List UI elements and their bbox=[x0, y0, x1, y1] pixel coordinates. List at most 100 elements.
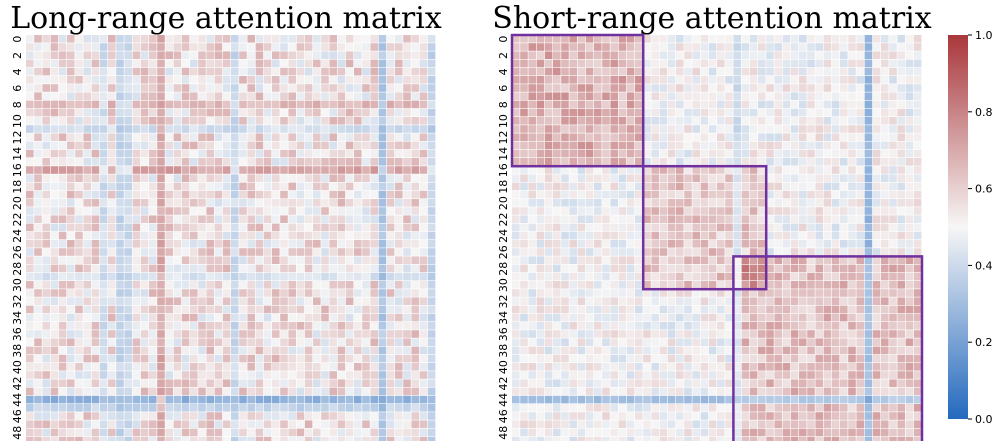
heatmap-cell bbox=[239, 76, 247, 84]
heatmap-cell bbox=[321, 207, 329, 215]
heatmap-cell bbox=[692, 67, 700, 76]
short-range-cells bbox=[512, 35, 922, 441]
heatmap-cell bbox=[708, 133, 717, 141]
heatmap-cell bbox=[544, 412, 553, 420]
heatmap-cell bbox=[190, 51, 198, 59]
heatmap-cell bbox=[905, 338, 914, 346]
heatmap-cell bbox=[345, 215, 354, 223]
heatmap-cell bbox=[905, 190, 914, 199]
heatmap-cell bbox=[288, 272, 296, 281]
heatmap-cell bbox=[132, 92, 141, 100]
heatmap-cell bbox=[848, 379, 856, 387]
heatmap-cell bbox=[889, 67, 897, 76]
heatmap-cell bbox=[288, 379, 296, 387]
heatmap-cell bbox=[83, 354, 91, 363]
heatmap-cell bbox=[643, 412, 651, 420]
heatmap-cell bbox=[848, 174, 856, 182]
heatmap-cell bbox=[231, 182, 239, 191]
heatmap-cell bbox=[700, 387, 709, 396]
heatmap-cell bbox=[370, 289, 378, 297]
heatmap-cell bbox=[99, 158, 108, 166]
heatmap-cell bbox=[272, 199, 280, 207]
heatmap-cell bbox=[403, 117, 411, 125]
heatmap-cell bbox=[733, 182, 741, 191]
heatmap-cell bbox=[856, 420, 864, 428]
heatmap-cell bbox=[214, 108, 223, 117]
heatmap-cell bbox=[626, 363, 635, 371]
heatmap-cell bbox=[626, 43, 635, 51]
heatmap-cell bbox=[594, 281, 602, 289]
heatmap-cell bbox=[58, 215, 67, 223]
heatmap-cell bbox=[149, 207, 157, 215]
heatmap-cell bbox=[799, 92, 807, 100]
heatmap-cell bbox=[272, 240, 280, 248]
heatmap-cell bbox=[831, 248, 840, 256]
heatmap-cell bbox=[585, 289, 594, 297]
heatmap-cell bbox=[419, 297, 428, 305]
heatmap-cell bbox=[26, 92, 34, 100]
heatmap-cell bbox=[427, 428, 436, 437]
heatmap-cell bbox=[288, 35, 296, 43]
heatmap-cell bbox=[528, 404, 536, 412]
heatmap-cell bbox=[157, 207, 165, 215]
heatmap-cell bbox=[280, 330, 288, 338]
heatmap-cell bbox=[149, 387, 157, 396]
heatmap-cell bbox=[263, 182, 272, 191]
heatmap-cell bbox=[635, 313, 643, 322]
heatmap-cell bbox=[758, 420, 766, 428]
heatmap-cell bbox=[544, 379, 553, 387]
heatmap-cell bbox=[856, 199, 864, 207]
heatmap-cell bbox=[165, 338, 173, 346]
heatmap-cell bbox=[692, 100, 700, 109]
heatmap-cell bbox=[222, 108, 231, 117]
heatmap-cell bbox=[708, 248, 717, 256]
heatmap-cell bbox=[840, 76, 848, 84]
heatmap-cell bbox=[386, 51, 395, 59]
heatmap-cell bbox=[725, 117, 733, 125]
heatmap-cell bbox=[132, 231, 141, 240]
heatmap-cell bbox=[419, 404, 428, 412]
heatmap-cell bbox=[304, 330, 313, 338]
heatmap-cell bbox=[181, 76, 190, 84]
heatmap-cell bbox=[354, 264, 362, 273]
heatmap-cell bbox=[872, 223, 881, 232]
heatmap-cell bbox=[427, 387, 436, 396]
heatmap-cell bbox=[872, 297, 881, 305]
heatmap-cell bbox=[684, 166, 692, 174]
heatmap-cell bbox=[149, 149, 157, 158]
heatmap-cell bbox=[190, 404, 198, 412]
heatmap-cell bbox=[585, 76, 594, 84]
heatmap-cell bbox=[239, 59, 247, 68]
heatmap-cell bbox=[419, 117, 428, 125]
heatmap-cell bbox=[345, 59, 354, 68]
heatmap-cell bbox=[124, 338, 132, 346]
heatmap-cell bbox=[831, 346, 840, 355]
heatmap-cell bbox=[354, 256, 362, 264]
heatmap-cell bbox=[386, 117, 395, 125]
heatmap-cell bbox=[766, 330, 774, 338]
heatmap-cell bbox=[337, 141, 346, 150]
heatmap-cell bbox=[700, 354, 709, 363]
heatmap-cell bbox=[766, 199, 774, 207]
heatmap-cell bbox=[782, 428, 791, 437]
heatmap-cell bbox=[132, 428, 141, 437]
heatmap-cell bbox=[897, 35, 905, 43]
heatmap-cell bbox=[231, 338, 239, 346]
heatmap-cell bbox=[222, 395, 231, 404]
heatmap-cell bbox=[181, 92, 190, 100]
heatmap-cell bbox=[280, 141, 288, 150]
heatmap-cell bbox=[329, 35, 337, 43]
heatmap-cell bbox=[823, 313, 832, 322]
heatmap-cell bbox=[749, 117, 758, 125]
heatmap-cell bbox=[313, 289, 321, 297]
heatmap-cell bbox=[272, 215, 280, 223]
heatmap-cell bbox=[395, 51, 403, 59]
heatmap-cell bbox=[419, 51, 428, 59]
heatmap-cell bbox=[544, 174, 553, 182]
heatmap-cell bbox=[782, 297, 791, 305]
heatmap-cell bbox=[536, 223, 545, 232]
heatmap-cell bbox=[214, 133, 223, 141]
heatmap-cell bbox=[528, 59, 536, 68]
heatmap-cell bbox=[774, 182, 782, 191]
heatmap-cell bbox=[386, 240, 395, 248]
